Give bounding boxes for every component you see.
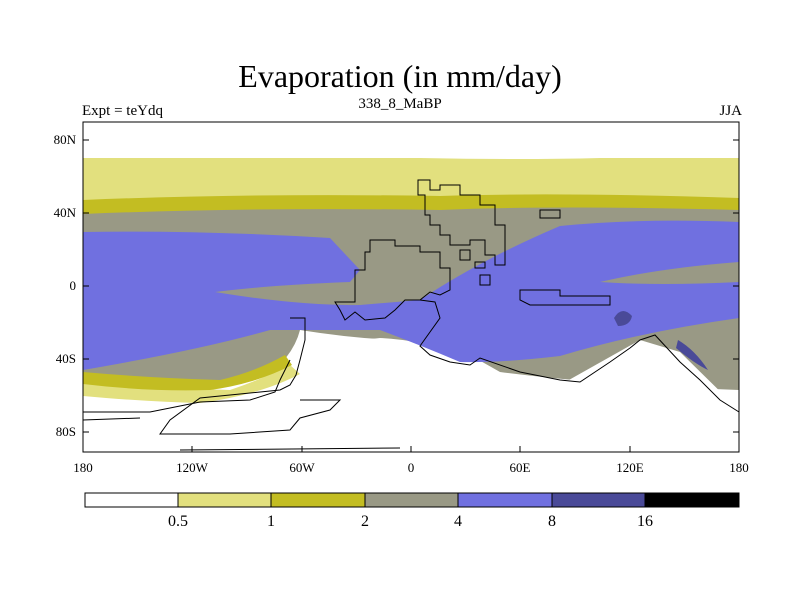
lat-label-0: 0	[69, 278, 77, 293]
colorbar-box-3	[270, 492, 366, 508]
colorbar-label-8: 8	[548, 513, 556, 530]
lon-label-0: 0	[407, 460, 415, 475]
colorbar-box-7	[644, 492, 740, 508]
lon-label-120e: 120E	[616, 460, 644, 475]
colorbar-label-2: 2	[361, 513, 369, 530]
lat-label-40s: 40S	[55, 351, 76, 366]
colorbar-box-4	[364, 492, 459, 508]
lon-label-180e: 180	[729, 460, 749, 475]
band-dark-blue	[614, 310, 708, 370]
colorbar-label-16: 16	[637, 513, 653, 530]
period-label: 338_8_MaBP	[358, 96, 442, 112]
lon-tick-marks	[82, 446, 740, 452]
band-south-white	[83, 330, 739, 452]
colorbar-label-0-5: 0.5	[168, 513, 188, 530]
band-blue	[83, 220, 739, 370]
lon-label-60e: 60E	[509, 460, 531, 475]
lat-label-80n: 80N	[53, 132, 76, 147]
experiment-label: Expt = teYdq	[82, 103, 163, 119]
colorbar-box-5	[457, 492, 553, 508]
map-title: Evaporation (in mm/day)	[238, 58, 562, 94]
colorbar-box-1	[84, 492, 179, 508]
colorbar-box-2	[177, 492, 272, 508]
lat-tick-marks	[83, 139, 739, 433]
lon-label-60w: 60W	[289, 460, 315, 475]
colorbar	[84, 492, 740, 508]
band-south-olive	[83, 355, 292, 391]
colorbar-box-6	[551, 492, 646, 508]
colorbar-label-1: 1	[267, 513, 275, 530]
colorbar-label-4: 4	[454, 513, 462, 530]
lon-label-120w: 120W	[176, 460, 208, 475]
season-label: JJA	[719, 103, 742, 119]
coastlines	[82, 179, 740, 451]
lat-label-40n: 40N	[53, 205, 76, 220]
lat-label-80s: 80S	[55, 424, 76, 439]
lon-label-180w: 180	[73, 460, 93, 475]
